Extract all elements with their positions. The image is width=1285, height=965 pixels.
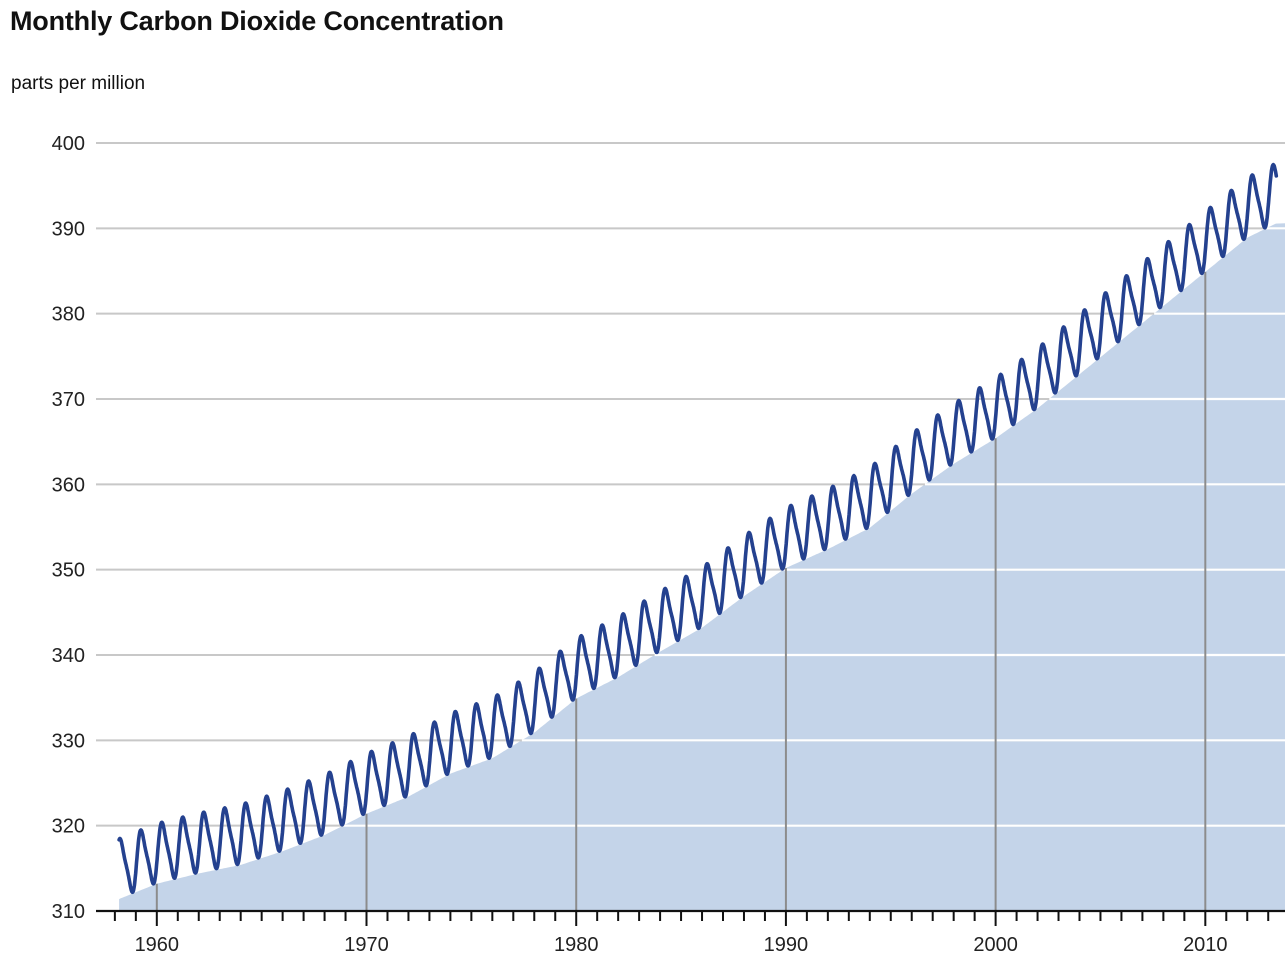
y-tick-label-320: 320 (52, 816, 85, 838)
y-tick-label-380: 380 (52, 304, 85, 326)
x-tick-label-2000: 2000 (973, 934, 1018, 956)
x-tick-label-1960: 1960 (135, 934, 180, 956)
chart-title: Monthly Carbon Dioxide Concentration (10, 6, 504, 36)
x-tick-label-1970: 1970 (344, 934, 389, 956)
x-tick-label-2010: 2010 (1183, 934, 1228, 956)
decade-markers (155, 271, 1207, 911)
y-axis-label: parts per million (11, 73, 146, 94)
y-tick-label-330: 330 (52, 730, 85, 752)
gridlines (96, 142, 1285, 827)
area-layer (119, 223, 1285, 911)
y-tick-label-340: 340 (52, 645, 85, 667)
x-tick-label-1980: 1980 (554, 934, 599, 956)
y-tick-label-390: 390 (52, 218, 85, 240)
area-fill (119, 223, 1285, 911)
x-tick-labels: 1960 1970 1980 1990 2000 2010 (135, 934, 1228, 956)
x-axis (96, 909, 1285, 926)
series-layer (117, 162, 1279, 895)
x-tick-label-1990: 1990 (764, 934, 809, 956)
y-tick-label-370: 370 (52, 389, 85, 411)
y-tick-label-360: 360 (52, 474, 85, 496)
y-tick-labels: 310 320 330 340 350 360 370 380 390 400 (52, 133, 85, 923)
y-tick-label-400: 400 (52, 133, 85, 155)
y-tick-label-310: 310 (52, 901, 85, 923)
co2-series-line (117, 162, 1279, 895)
y-tick-label-350: 350 (52, 560, 85, 582)
